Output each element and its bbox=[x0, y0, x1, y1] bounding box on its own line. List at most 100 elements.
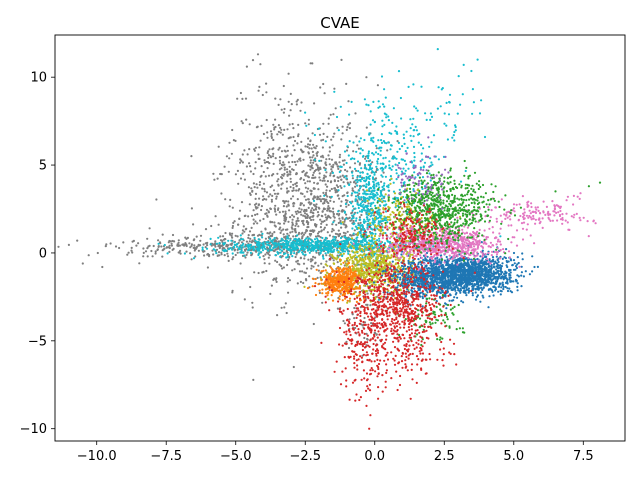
data-point bbox=[357, 179, 360, 182]
data-point bbox=[266, 167, 269, 170]
data-point bbox=[256, 249, 259, 252]
data-point bbox=[380, 267, 383, 271]
data-point bbox=[205, 247, 209, 250]
data-point bbox=[403, 142, 406, 145]
data-point bbox=[361, 171, 364, 174]
data-point bbox=[375, 191, 378, 194]
data-point bbox=[365, 103, 368, 106]
data-point bbox=[317, 206, 320, 209]
data-point bbox=[345, 82, 348, 85]
data-point bbox=[343, 236, 346, 239]
data-point bbox=[365, 275, 368, 278]
data-point bbox=[364, 258, 367, 261]
data-point bbox=[219, 235, 222, 238]
data-point bbox=[316, 154, 319, 157]
data-point bbox=[244, 214, 247, 217]
data-point bbox=[307, 206, 310, 209]
data-point bbox=[303, 208, 306, 212]
data-point bbox=[339, 236, 343, 240]
data-point bbox=[321, 146, 324, 149]
data-point bbox=[305, 229, 309, 232]
data-point bbox=[239, 91, 242, 95]
data-point bbox=[345, 257, 349, 260]
data-point bbox=[354, 219, 358, 222]
data-point bbox=[126, 253, 129, 256]
data-point bbox=[344, 226, 347, 229]
data-point bbox=[334, 232, 337, 235]
data-point bbox=[253, 186, 256, 189]
data-point bbox=[312, 161, 315, 164]
data-point bbox=[292, 127, 295, 130]
data-point bbox=[184, 236, 187, 239]
data-point bbox=[210, 224, 213, 228]
data-point bbox=[283, 236, 286, 239]
data-point bbox=[292, 242, 295, 246]
data-point bbox=[283, 219, 286, 222]
data-point bbox=[348, 200, 352, 204]
data-point bbox=[280, 128, 283, 131]
data-point bbox=[348, 122, 352, 125]
data-point bbox=[368, 258, 371, 261]
data-point bbox=[87, 254, 90, 257]
data-point bbox=[259, 175, 262, 178]
data-point bbox=[349, 181, 352, 184]
data-point bbox=[151, 255, 154, 258]
data-point bbox=[272, 152, 275, 155]
data-point bbox=[287, 244, 290, 247]
data-point bbox=[370, 202, 373, 206]
data-point bbox=[138, 262, 141, 265]
data-point bbox=[312, 214, 315, 217]
data-point bbox=[252, 182, 255, 185]
data-point bbox=[354, 179, 357, 182]
data-point bbox=[347, 203, 350, 207]
data-point bbox=[341, 132, 344, 135]
data-point bbox=[291, 223, 294, 226]
data-point bbox=[250, 226, 253, 229]
data-point bbox=[362, 276, 365, 279]
data-point bbox=[291, 269, 294, 272]
data-point bbox=[293, 139, 297, 143]
data-point bbox=[131, 251, 134, 254]
data-point bbox=[395, 157, 398, 160]
data-point bbox=[240, 249, 243, 252]
data-point bbox=[354, 182, 357, 185]
data-point bbox=[284, 245, 287, 248]
data-point bbox=[336, 185, 340, 189]
data-point bbox=[231, 236, 234, 239]
data-point bbox=[269, 207, 272, 211]
data-point bbox=[310, 147, 313, 150]
data-point bbox=[302, 158, 305, 161]
data-point bbox=[214, 240, 217, 243]
data-point bbox=[358, 293, 361, 296]
data-point bbox=[260, 230, 263, 233]
data-point bbox=[337, 210, 340, 213]
data-point bbox=[323, 200, 326, 203]
data-point bbox=[259, 63, 262, 66]
data-point bbox=[264, 175, 267, 178]
data-point bbox=[351, 265, 354, 268]
data-point bbox=[331, 247, 334, 250]
data-point bbox=[96, 251, 99, 255]
data-point bbox=[390, 254, 393, 257]
data-point bbox=[430, 141, 433, 144]
data-point bbox=[251, 214, 254, 217]
data-point bbox=[295, 222, 298, 225]
data-point bbox=[361, 200, 364, 203]
data-point bbox=[300, 202, 303, 205]
data-point bbox=[374, 232, 377, 235]
data-point bbox=[283, 107, 286, 111]
data-point bbox=[357, 170, 360, 173]
data-point bbox=[274, 210, 277, 213]
data-point bbox=[142, 255, 145, 258]
data-point bbox=[261, 236, 264, 239]
data-point bbox=[249, 243, 252, 246]
data-point bbox=[322, 202, 325, 205]
data-point bbox=[297, 219, 300, 222]
data-point bbox=[260, 124, 263, 127]
data-point bbox=[387, 115, 390, 118]
data-point bbox=[306, 287, 310, 290]
data-point bbox=[369, 187, 373, 190]
data-point bbox=[377, 139, 380, 142]
data-point bbox=[291, 227, 294, 230]
data-point bbox=[431, 219, 434, 222]
